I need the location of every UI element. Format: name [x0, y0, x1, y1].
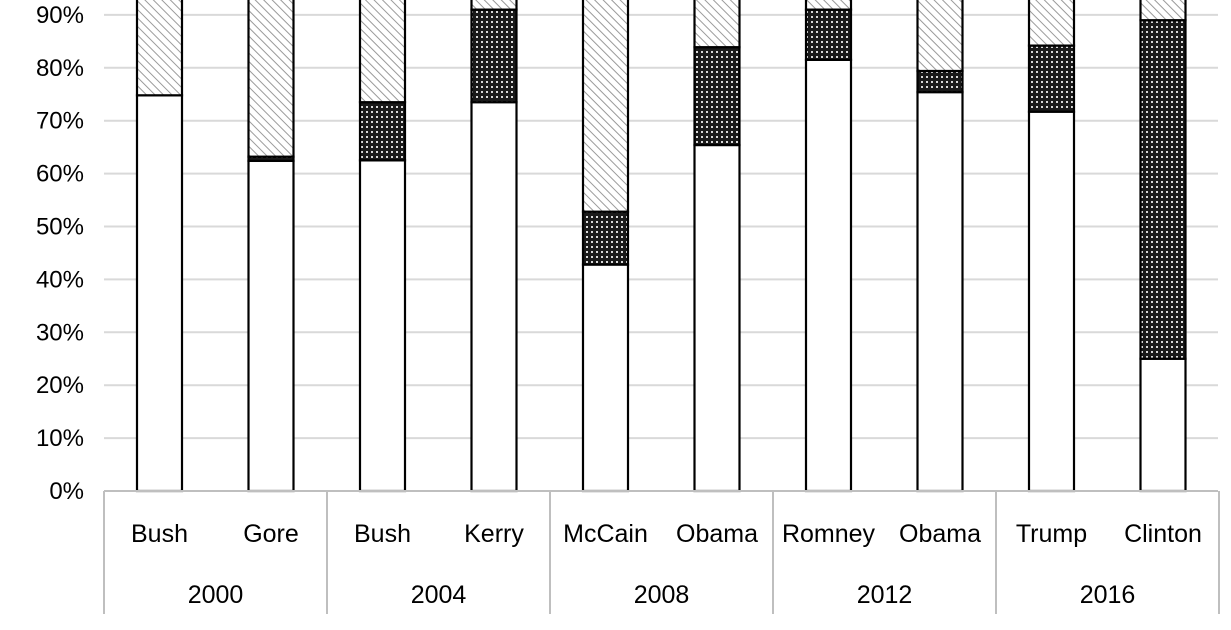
- bar-segment-diagonal-hatch: [581, 0, 630, 213]
- bar-segment-diagonal-hatch: [916, 0, 964, 73]
- x-group-label: 2016: [1080, 581, 1136, 609]
- y-tick-label: 50%: [36, 214, 84, 241]
- bar-segment-crosshatch-dots: [1027, 44, 1076, 113]
- x-category-label: McCain: [563, 520, 648, 548]
- bar-segment-plain-white: [470, 101, 518, 493]
- bar-segment-diagonal-hatch: [1027, 0, 1076, 47]
- x-category-label: Bush: [131, 520, 188, 548]
- bar-segment-diagonal-hatch: [135, 0, 184, 97]
- x-category-label: Gore: [243, 520, 299, 548]
- bar-segment-plain-white: [1139, 357, 1187, 493]
- bar-segment-diagonal-hatch: [693, 0, 741, 49]
- x-category-label: Obama: [676, 520, 758, 548]
- bar-segment-crosshatch-dots: [693, 46, 741, 147]
- bar-segment-crosshatch-dots: [804, 8, 853, 61]
- x-category-label: Clinton: [1124, 520, 1202, 548]
- x-category-label: Romney: [782, 520, 876, 548]
- bar-segment-diagonal-hatch: [804, 0, 853, 11]
- y-tick-label: 80%: [36, 55, 84, 82]
- bar-segment-plain-white: [581, 263, 630, 493]
- bar-segment-plain-white: [247, 159, 295, 493]
- x-category-label: Kerry: [464, 520, 524, 548]
- bars: [135, 0, 1187, 493]
- y-tick-label: 0%: [49, 478, 84, 505]
- bar-segment-diagonal-hatch: [470, 0, 518, 11]
- bar-segment-diagonal-hatch: [247, 0, 295, 158]
- bar-segment-crosshatch-dots: [358, 101, 407, 162]
- x-group-label: 2008: [634, 581, 690, 609]
- x-group-label: 2004: [411, 581, 467, 609]
- y-tick-label: 60%: [36, 161, 84, 188]
- bar-segment-plain-white: [693, 143, 741, 493]
- x-group-label: 2012: [857, 581, 913, 609]
- y-tick-label: 10%: [36, 425, 84, 452]
- bar-segment-plain-white: [1027, 110, 1076, 493]
- bar-segment-crosshatch-dots: [1139, 19, 1187, 360]
- bar-segment-crosshatch-dots: [470, 8, 518, 104]
- x-axis: Bush Gore Bush Kerry McCain Obama Romney Obama T…: [103, 490, 1220, 614]
- bar-segment-plain-white: [916, 91, 964, 493]
- y-tick-label: 90%: [36, 2, 84, 29]
- bar-segment-crosshatch-dots: [581, 210, 630, 266]
- x-category-label: Bush: [354, 520, 411, 548]
- bar-segment-plain-white: [804, 58, 853, 493]
- x-group-label: 2000: [188, 581, 244, 609]
- bar-segment-plain-white: [135, 94, 184, 493]
- y-tick-label: 40%: [36, 266, 84, 293]
- x-category-label: Obama: [899, 520, 981, 548]
- x-category-label: Trump: [1016, 520, 1087, 548]
- bar-segment-diagonal-hatch: [1139, 0, 1187, 22]
- y-axis-ticks: 0% 10% 20% 30% 40% 50% 60% 70% 80% 90%: [36, 2, 84, 505]
- y-tick-label: 20%: [36, 372, 84, 399]
- y-tick-label: 30%: [36, 319, 84, 346]
- y-tick-label: 70%: [36, 108, 84, 135]
- bar-segment-diagonal-hatch: [358, 0, 407, 104]
- bar-segment-crosshatch-dots: [916, 69, 964, 94]
- bar-segment-plain-white: [358, 159, 407, 493]
